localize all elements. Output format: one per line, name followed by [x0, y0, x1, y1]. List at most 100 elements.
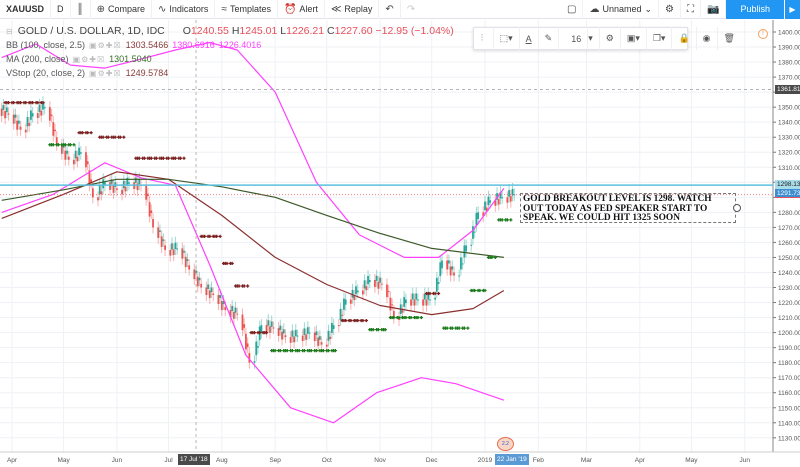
candle-body	[246, 343, 249, 348]
lock-icon[interactable]: 🔒	[672, 27, 697, 50]
layout-save-button[interactable]: ☁ Unnamed ⌄	[583, 0, 660, 19]
vstop-mark	[478, 288, 482, 293]
alert-button[interactable]: ⏰ Alert	[278, 0, 325, 19]
legend-vstop[interactable]: VStop (20, close, 2) ▣⚙✚☒ 1249.5784	[6, 66, 454, 80]
alert-icon[interactable]: !	[758, 29, 768, 39]
candle-body	[188, 265, 191, 270]
price-chart[interactable]: 1400.00 1390.00 1380.00 1370.00 1350.00 1340.…	[0, 20, 800, 467]
candle-body	[50, 114, 53, 117]
price-tick-label: 1240.00	[778, 270, 800, 277]
candle-body	[327, 330, 330, 341]
candle-body	[88, 170, 91, 186]
candle-body	[74, 150, 77, 159]
vstop-mark	[483, 288, 487, 293]
text-color-button[interactable]: A	[520, 27, 539, 50]
candle-body	[472, 226, 474, 239]
vstop-mark	[392, 315, 396, 320]
candle-body	[315, 331, 318, 336]
text-annotation[interactable]: GOLD BREAKOUT LEVEL IS 1298. WATCH OUT T…	[520, 193, 741, 223]
high-value: 1245.01	[239, 25, 278, 37]
event-badge[interactable]: 2.2	[497, 437, 514, 451]
snapshot-button[interactable]: 📷	[701, 0, 727, 19]
interval-button[interactable]: D	[51, 0, 71, 19]
replay-button[interactable]: ≪ Replay	[325, 0, 380, 19]
play-button[interactable]: ▶	[784, 0, 800, 19]
trash-icon[interactable]: 🗑	[723, 33, 735, 43]
indicators-button[interactable]: ∿ Indicators	[152, 0, 216, 19]
vstop-mark	[242, 284, 246, 288]
drawing-toolbar: ⠇ ⬚▾ A ✎ 16 ▾ ⚙ ▣▾ ❐▾ 🔒 ◉ 🗑	[473, 27, 735, 50]
undo-button[interactable]: ↶	[379, 0, 401, 19]
price-tick-label: 1150.00	[778, 405, 800, 412]
price-tick-label: 1170.00	[778, 375, 800, 382]
candle-body	[5, 107, 8, 113]
ma-name: MA (200, close)	[6, 54, 69, 64]
candle-body	[145, 185, 148, 200]
clone-button[interactable]: ❐▾	[647, 27, 673, 50]
candle-body	[55, 137, 58, 145]
symbol-search[interactable]: XAUUSD	[0, 0, 52, 19]
price-tick-label: 1130.00	[778, 435, 800, 442]
candle-body	[343, 298, 345, 310]
indicator-controls-icon[interactable]: ▣⚙✚☒	[72, 54, 106, 64]
drag-handle-icon[interactable]: ⠇	[474, 27, 494, 50]
compare-button[interactable]: ⊕ Compare	[91, 0, 153, 19]
fullscreen-button[interactable]: ⛶	[681, 0, 702, 19]
publish-label: Publish	[740, 4, 770, 14]
symbol-title[interactable]: GOLD / U.S. DOLLAR, 1D, IDC	[17, 25, 165, 37]
eye-icon[interactable]: ◉	[697, 27, 718, 50]
candle-body	[73, 159, 75, 165]
font-size-button[interactable]: 16 ▾	[559, 27, 600, 50]
vstop-mark	[278, 349, 282, 353]
border-button[interactable]: ▣▾	[621, 27, 647, 50]
vstop-mark	[137, 156, 141, 160]
vstop-mark	[178, 156, 183, 160]
vstop-mark	[80, 131, 85, 135]
collapse-icon[interactable]: ⊟	[6, 26, 14, 36]
chart-legend: ⊟ GOLD / U.S. DOLLAR, 1D, IDC O1240.55 H…	[6, 24, 454, 80]
candle-body	[411, 293, 414, 300]
candle-body	[207, 284, 209, 290]
candle-body	[391, 304, 394, 306]
candle-body	[331, 322, 333, 333]
candle-body	[159, 230, 161, 232]
candle-body	[489, 200, 492, 203]
settings-button[interactable]: ⚙	[659, 0, 682, 19]
last-price-label: 1291.73	[775, 189, 800, 198]
price-tick-label: 1260.00	[778, 240, 800, 247]
legend-bb[interactable]: BB (100, close, 2.5) ▣⚙✚☒ 1303.5466 1380.69…	[6, 38, 454, 52]
candle-body	[434, 297, 437, 300]
candle-body	[351, 289, 354, 298]
vstop-mark	[397, 315, 401, 320]
open-label: O	[182, 25, 191, 37]
background-button[interactable]: ⬚▾	[494, 27, 520, 50]
publish-button[interactable]: Publish	[726, 0, 784, 19]
candle-body	[186, 259, 189, 262]
legend-ma[interactable]: MA (200, close) ▣⚙✚☒ 1301.5040	[6, 52, 454, 66]
vstop-mark	[445, 326, 449, 330]
vstop-mark	[321, 349, 325, 353]
indicator-controls-icon[interactable]: ▣⚙✚☒	[89, 68, 122, 78]
candle-body	[267, 320, 270, 326]
bb-basis-value: 1303.5466	[125, 40, 169, 50]
pencil-icon[interactable]: ✎	[539, 27, 560, 50]
templates-button[interactable]: ≈ Templates	[215, 0, 278, 19]
resize-handle[interactable]	[733, 204, 741, 212]
candle-body	[86, 161, 89, 165]
candle-body	[97, 197, 99, 201]
chart-type-button[interactable]: ║	[71, 0, 91, 19]
price-tick-label: 1280.00	[778, 210, 800, 217]
candle-body	[253, 361, 256, 363]
indicator-controls-icon[interactable]: ▣⚙✚☒	[89, 40, 122, 50]
redo-button[interactable]: ↷	[401, 0, 421, 19]
vstop-mark	[344, 318, 348, 323]
vstop-mark	[333, 349, 337, 353]
candle-body	[423, 293, 426, 300]
candle-body	[128, 182, 130, 184]
vstop-mark	[273, 349, 277, 353]
gear-icon[interactable]: ⚙	[600, 27, 621, 50]
vstop-mark	[505, 218, 509, 222]
candle-body	[90, 179, 93, 183]
multi-chart-button[interactable]: ▢	[561, 0, 584, 19]
vstop-mark	[383, 327, 387, 332]
